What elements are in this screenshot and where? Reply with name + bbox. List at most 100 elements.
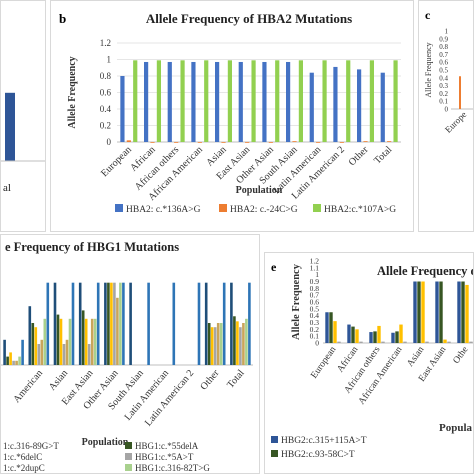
panel-d-title: e Frequency of HBG1 Mutations (5, 240, 179, 254)
panel-c-chart: c 00.10.20.30.40.50.60.70.80.91 Allele Fre… (424, 8, 473, 135)
panel-b-bar (357, 69, 362, 142)
panel-d-bar (230, 282, 233, 365)
panel-d-legend-label: HBG1:c.*55delA (135, 441, 199, 451)
panel-e-bar (329, 312, 333, 343)
panel-e-xlabel: Popula (439, 422, 473, 434)
panel-e-ytick-label: 0.2 (310, 325, 320, 334)
panel-d-bar (207, 323, 211, 365)
panel-b-bar (126, 140, 131, 142)
panel-e-xtick-label: Othe (452, 345, 471, 366)
panel-d-bar (96, 282, 100, 365)
panel-b-bar (120, 76, 125, 142)
panel-d-bar (31, 323, 35, 365)
panel-d-bar (113, 282, 116, 365)
panel-e-chart: e Allele Frequency of00.10.20.30.40.50.60… (271, 257, 473, 460)
panel-d-xtick-label: American (11, 368, 45, 405)
panel-b-ytick-label: 0.8 (100, 71, 112, 81)
panel-d-bar (172, 282, 176, 365)
panel-d-bar (93, 318, 97, 365)
panel-e: e Allele Frequency of 0 0.1 0.2 0.3 0.4 0.5 0.6 0… (264, 252, 474, 474)
panel-e-legend-swatch (271, 450, 278, 457)
panel-d-bar (12, 360, 15, 365)
panel-b-bar (197, 142, 202, 143)
panel-b-bar (333, 66, 338, 142)
panel-d-bar (3, 339, 6, 365)
panel-d-bar (59, 318, 63, 365)
panel-b-bar (221, 142, 226, 143)
panel-b-bar (262, 61, 267, 142)
panel-b-legend-swatch (313, 204, 321, 212)
panel-a: al (0, 0, 46, 232)
panel-b-bar (191, 61, 196, 142)
panel-b-bar (227, 60, 232, 143)
panel-b-bar (251, 60, 256, 143)
panel-b-xtick-label: European (99, 144, 134, 179)
panel-d-bar (81, 310, 85, 365)
panel-b-legend-swatch (115, 204, 123, 212)
panel-b-bar (346, 60, 351, 143)
panel-d-bar (242, 323, 245, 365)
panel-b-bar (167, 61, 172, 142)
panel-b-bar (309, 72, 314, 142)
panel-d-bar (248, 282, 251, 365)
panel-d-bar (21, 339, 24, 365)
panel-b-bar (292, 141, 297, 142)
panel-c-ytick-label: 0.6 (439, 59, 448, 67)
panel-d-bar (197, 282, 201, 365)
panel-e-bar (421, 281, 425, 343)
panel-b-ytick-label: 0.6 (100, 88, 112, 98)
panel-b-bar (369, 60, 374, 143)
panel-d-bar (84, 318, 88, 365)
panel-e-legend-swatch (271, 436, 278, 443)
panel-d-bar (122, 282, 125, 365)
panel-e-ytick-label: 1.2 (310, 257, 320, 266)
panel-e-bar (355, 329, 359, 343)
panel-b-legend-swatch (219, 204, 227, 212)
panel-b-bar (180, 60, 185, 143)
panel-e-bar (413, 281, 417, 343)
panel-b-ytick-label: 1 (107, 55, 112, 65)
panel-e-bar (325, 312, 329, 343)
panel-c-ytick-label: 0.8 (439, 43, 448, 51)
panel-e-bar (465, 284, 469, 343)
panel-d-bar (40, 339, 44, 365)
panel-d-bar (129, 282, 132, 365)
panel-c-ytick-label: 0.7 (439, 51, 448, 59)
panel-e-bar (439, 281, 443, 343)
panel-b-letter: b (59, 11, 66, 26)
panel-e-bar (347, 324, 351, 343)
panel-b-chart: b Allele Frequency of HBA2 Mutations 0 0.2 0… (59, 11, 401, 215)
panel-b-bar (215, 61, 220, 142)
panel-d-chart: e Frequency of HBG1 Mutations American Asi… (1, 240, 253, 473)
panel-e-bar (337, 341, 341, 343)
panel-d-bar (245, 318, 248, 365)
panel-d-bar (236, 321, 239, 365)
panel-e-letter: e (271, 260, 277, 274)
panel-d-bar (71, 282, 75, 365)
panel-b-bar (275, 60, 280, 143)
panel-c-ytick-label: 0.5 (439, 67, 448, 75)
panel-a-xtick-label: al (3, 182, 11, 194)
panel-c-ylabel: Allele Frequency (424, 42, 433, 97)
panel-d-legend-swatch (125, 442, 132, 449)
panel-b-xtick-label: Total (372, 144, 394, 166)
panel-b-legend-label: HBA2:c.*107A>G (324, 205, 396, 215)
panel-d-bar (119, 282, 122, 365)
panel-b-xlabel: Population (236, 185, 283, 196)
panel-c-letter: c (425, 8, 431, 22)
panel-b-ytick-label: 0.4 (100, 104, 112, 114)
panel-e-bar (461, 281, 465, 343)
panel-d-bar (216, 323, 220, 365)
panel-e-bar (359, 341, 363, 343)
panel-d-bar (37, 344, 41, 365)
panel-d-bar (219, 323, 223, 365)
panel-d-legend-label: 1:c.*2dupC (3, 463, 45, 473)
panel-d-bar (18, 356, 21, 365)
panel-c-ytick-label: 0 (445, 106, 449, 114)
panel-e-bar (399, 324, 403, 343)
panel-c-ytick-label: 1 (445, 28, 449, 36)
panel-b-bar (322, 60, 327, 143)
panel-b-bar (238, 61, 243, 142)
panel-b-bar (387, 141, 392, 142)
